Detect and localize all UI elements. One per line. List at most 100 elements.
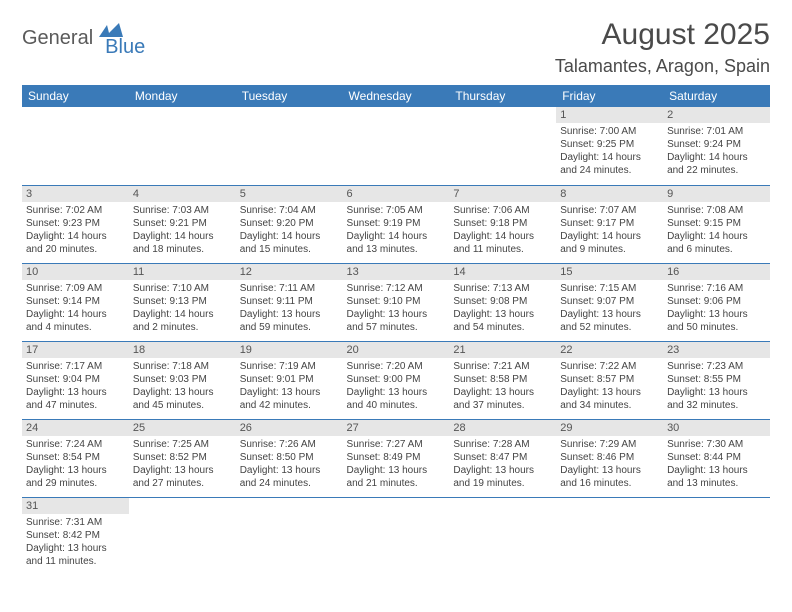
- calendar-cell: [556, 497, 663, 575]
- day-content: Sunrise: 7:06 AMSunset: 9:18 PMDaylight:…: [449, 202, 556, 258]
- daylight-text-2: and 20 minutes.: [26, 243, 125, 256]
- day-content: Sunrise: 7:07 AMSunset: 9:17 PMDaylight:…: [556, 202, 663, 258]
- daylight-text-1: Daylight: 14 hours: [667, 151, 766, 164]
- title-block: August 2025 Talamantes, Aragon, Spain: [555, 18, 770, 77]
- day-content: Sunrise: 7:25 AMSunset: 8:52 PMDaylight:…: [129, 436, 236, 492]
- calendar-cell: 24Sunrise: 7:24 AMSunset: 8:54 PMDayligh…: [22, 419, 129, 497]
- day-number: 2: [663, 107, 770, 123]
- sunset-text: Sunset: 8:44 PM: [667, 451, 766, 464]
- day-content: Sunrise: 7:27 AMSunset: 8:49 PMDaylight:…: [343, 436, 450, 492]
- sunset-text: Sunset: 9:17 PM: [560, 217, 659, 230]
- calendar-row: 3Sunrise: 7:02 AMSunset: 9:23 PMDaylight…: [22, 185, 770, 263]
- daylight-text-1: Daylight: 13 hours: [453, 386, 552, 399]
- day-number: 29: [556, 420, 663, 436]
- day-content: Sunrise: 7:18 AMSunset: 9:03 PMDaylight:…: [129, 358, 236, 414]
- sunset-text: Sunset: 9:15 PM: [667, 217, 766, 230]
- daylight-text-2: and 34 minutes.: [560, 399, 659, 412]
- calendar-cell: [449, 107, 556, 185]
- daylight-text-1: Daylight: 14 hours: [560, 230, 659, 243]
- daylight-text-2: and 15 minutes.: [240, 243, 339, 256]
- calendar-row: 31Sunrise: 7:31 AMSunset: 8:42 PMDayligh…: [22, 497, 770, 575]
- day-number: 13: [343, 264, 450, 280]
- day-content: Sunrise: 7:17 AMSunset: 9:04 PMDaylight:…: [22, 358, 129, 414]
- daylight-text-2: and 32 minutes.: [667, 399, 766, 412]
- sunset-text: Sunset: 9:06 PM: [667, 295, 766, 308]
- day-content: Sunrise: 7:08 AMSunset: 9:15 PMDaylight:…: [663, 202, 770, 258]
- day-content: Sunrise: 7:13 AMSunset: 9:08 PMDaylight:…: [449, 280, 556, 336]
- sunrise-text: Sunrise: 7:18 AM: [133, 360, 232, 373]
- calendar-row: 1Sunrise: 7:00 AMSunset: 9:25 PMDaylight…: [22, 107, 770, 185]
- calendar-cell: 4Sunrise: 7:03 AMSunset: 9:21 PMDaylight…: [129, 185, 236, 263]
- calendar-cell: [129, 107, 236, 185]
- sunrise-text: Sunrise: 7:12 AM: [347, 282, 446, 295]
- sunrise-text: Sunrise: 7:25 AM: [133, 438, 232, 451]
- daylight-text-1: Daylight: 13 hours: [26, 386, 125, 399]
- sunrise-text: Sunrise: 7:11 AM: [240, 282, 339, 295]
- sunrise-text: Sunrise: 7:28 AM: [453, 438, 552, 451]
- day-content: Sunrise: 7:03 AMSunset: 9:21 PMDaylight:…: [129, 202, 236, 258]
- calendar-cell: 9Sunrise: 7:08 AMSunset: 9:15 PMDaylight…: [663, 185, 770, 263]
- day-number: 15: [556, 264, 663, 280]
- calendar-cell: 5Sunrise: 7:04 AMSunset: 9:20 PMDaylight…: [236, 185, 343, 263]
- calendar-cell: 20Sunrise: 7:20 AMSunset: 9:00 PMDayligh…: [343, 341, 450, 419]
- sunset-text: Sunset: 9:20 PM: [240, 217, 339, 230]
- calendar-cell: [663, 497, 770, 575]
- day-number: 28: [449, 420, 556, 436]
- sunrise-text: Sunrise: 7:21 AM: [453, 360, 552, 373]
- daylight-text-1: Daylight: 14 hours: [240, 230, 339, 243]
- day-content: Sunrise: 7:21 AMSunset: 8:58 PMDaylight:…: [449, 358, 556, 414]
- page-title: August 2025: [555, 18, 770, 52]
- day-number: 14: [449, 264, 556, 280]
- daylight-text-1: Daylight: 14 hours: [133, 308, 232, 321]
- daylight-text-2: and 9 minutes.: [560, 243, 659, 256]
- calendar-cell: 18Sunrise: 7:18 AMSunset: 9:03 PMDayligh…: [129, 341, 236, 419]
- sunset-text: Sunset: 9:00 PM: [347, 373, 446, 386]
- calendar-cell: 19Sunrise: 7:19 AMSunset: 9:01 PMDayligh…: [236, 341, 343, 419]
- day-content: Sunrise: 7:15 AMSunset: 9:07 PMDaylight:…: [556, 280, 663, 336]
- daylight-text-1: Daylight: 13 hours: [240, 386, 339, 399]
- calendar-cell: 25Sunrise: 7:25 AMSunset: 8:52 PMDayligh…: [129, 419, 236, 497]
- daylight-text-2: and 13 minutes.: [667, 477, 766, 490]
- page-subtitle: Talamantes, Aragon, Spain: [555, 56, 770, 77]
- day-number: 19: [236, 342, 343, 358]
- daylight-text-2: and 27 minutes.: [133, 477, 232, 490]
- sunrise-text: Sunrise: 7:23 AM: [667, 360, 766, 373]
- sunset-text: Sunset: 9:14 PM: [26, 295, 125, 308]
- daylight-text-2: and 16 minutes.: [560, 477, 659, 490]
- day-number: 20: [343, 342, 450, 358]
- sunrise-text: Sunrise: 7:19 AM: [240, 360, 339, 373]
- daylight-text-2: and 18 minutes.: [133, 243, 232, 256]
- day-number: 18: [129, 342, 236, 358]
- calendar-cell: 16Sunrise: 7:16 AMSunset: 9:06 PMDayligh…: [663, 263, 770, 341]
- calendar-cell: 11Sunrise: 7:10 AMSunset: 9:13 PMDayligh…: [129, 263, 236, 341]
- calendar-cell: [129, 497, 236, 575]
- calendar-cell: 1Sunrise: 7:00 AMSunset: 9:25 PMDaylight…: [556, 107, 663, 185]
- calendar-cell: [449, 497, 556, 575]
- day-content: Sunrise: 7:23 AMSunset: 8:55 PMDaylight:…: [663, 358, 770, 414]
- daylight-text-1: Daylight: 13 hours: [347, 308, 446, 321]
- calendar-cell: 23Sunrise: 7:23 AMSunset: 8:55 PMDayligh…: [663, 341, 770, 419]
- daylight-text-2: and 2 minutes.: [133, 321, 232, 334]
- day-content: Sunrise: 7:31 AMSunset: 8:42 PMDaylight:…: [22, 514, 129, 570]
- sunrise-text: Sunrise: 7:20 AM: [347, 360, 446, 373]
- daylight-text-1: Daylight: 13 hours: [133, 464, 232, 477]
- sunrise-text: Sunrise: 7:22 AM: [560, 360, 659, 373]
- calendar-cell: 3Sunrise: 7:02 AMSunset: 9:23 PMDaylight…: [22, 185, 129, 263]
- calendar-cell: [343, 497, 450, 575]
- sunset-text: Sunset: 8:49 PM: [347, 451, 446, 464]
- sunset-text: Sunset: 9:24 PM: [667, 138, 766, 151]
- sunrise-text: Sunrise: 7:13 AM: [453, 282, 552, 295]
- sunrise-text: Sunrise: 7:04 AM: [240, 204, 339, 217]
- sunset-text: Sunset: 9:04 PM: [26, 373, 125, 386]
- day-content: Sunrise: 7:30 AMSunset: 8:44 PMDaylight:…: [663, 436, 770, 492]
- day-number: 4: [129, 186, 236, 202]
- daylight-text-2: and 45 minutes.: [133, 399, 232, 412]
- sunrise-text: Sunrise: 7:01 AM: [667, 125, 766, 138]
- calendar-header-row: Sunday Monday Tuesday Wednesday Thursday…: [22, 85, 770, 107]
- sunrise-text: Sunrise: 7:15 AM: [560, 282, 659, 295]
- day-content: Sunrise: 7:22 AMSunset: 8:57 PMDaylight:…: [556, 358, 663, 414]
- day-number: 12: [236, 264, 343, 280]
- sunset-text: Sunset: 9:08 PM: [453, 295, 552, 308]
- daylight-text-2: and 50 minutes.: [667, 321, 766, 334]
- day-number: 10: [22, 264, 129, 280]
